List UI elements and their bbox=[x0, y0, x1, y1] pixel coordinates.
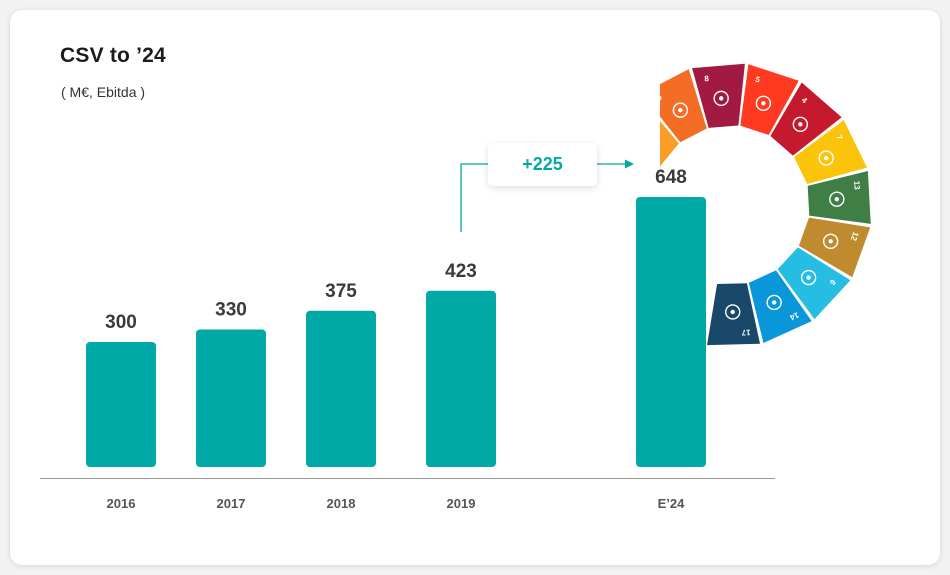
bar-2016 bbox=[86, 342, 156, 467]
sdg-tile: 12 bbox=[798, 217, 871, 278]
sdg-tile: 7 bbox=[794, 120, 868, 184]
sdg-number: 4 bbox=[800, 95, 810, 105]
sdg-number: 5 bbox=[754, 75, 762, 85]
x-tick-label: 2017 bbox=[217, 496, 246, 511]
infinity-icon bbox=[822, 233, 839, 249]
x-tick-label: 2018 bbox=[327, 496, 356, 511]
delta-annotation: +225 bbox=[488, 143, 597, 186]
delta-arrow-head bbox=[625, 159, 634, 169]
sdg-tile: 8 bbox=[692, 63, 745, 128]
sdg-tile: 4 bbox=[770, 82, 842, 156]
chart-title: CSV to ’24 bbox=[60, 44, 166, 67]
sdg-number: 17 bbox=[741, 328, 751, 337]
sdg-number: 13 bbox=[852, 181, 861, 191]
x-tick-label: E’24 bbox=[658, 496, 686, 511]
sdg-tile: 13 bbox=[807, 171, 871, 224]
sdg-number: 12 bbox=[849, 231, 861, 243]
water-drop-icon bbox=[800, 269, 817, 286]
gender-icon bbox=[755, 95, 772, 112]
sdg-tile: 17 bbox=[707, 283, 761, 346]
sdg-tile: 9 bbox=[660, 69, 707, 143]
sdg-tile: 5 bbox=[740, 64, 799, 135]
x-tick-label: 2019 bbox=[447, 496, 476, 511]
delta-label: +225 bbox=[522, 154, 563, 174]
sdg-number: 7 bbox=[834, 133, 844, 141]
sdg-tile: 11 bbox=[660, 120, 679, 167]
delta-connector bbox=[460, 163, 488, 232]
book-icon bbox=[792, 116, 809, 133]
bar-e24 bbox=[636, 197, 706, 467]
bar-value-label: 375 bbox=[325, 281, 357, 302]
sdg-number: 6 bbox=[827, 278, 837, 288]
sdg-number: 14 bbox=[788, 310, 800, 322]
fish-icon bbox=[766, 294, 782, 311]
sun-icon bbox=[818, 150, 834, 166]
chart-subtitle: ( M€, Ebitda ) bbox=[61, 84, 146, 100]
sdg-number: 8 bbox=[704, 74, 710, 83]
bar-2019 bbox=[426, 290, 496, 467]
sdg-wheel: 1198 5 4 7 13 12 6 14 17 bbox=[660, 63, 871, 346]
rings-icon bbox=[725, 304, 741, 320]
bar-value-label: 423 bbox=[445, 261, 477, 282]
bar-value-label: 648 bbox=[655, 167, 687, 188]
x-tick-label: 2016 bbox=[107, 496, 136, 511]
eye-globe-icon bbox=[829, 191, 845, 207]
bar-2017 bbox=[196, 329, 266, 467]
sdg-tile: 14 bbox=[748, 270, 812, 344]
bar-2018 bbox=[306, 310, 376, 467]
industry-icon bbox=[672, 102, 689, 118]
growth-chart-icon bbox=[713, 90, 729, 107]
bar-value-label: 300 bbox=[105, 312, 137, 333]
bar-value-label: 330 bbox=[215, 300, 247, 321]
sdg-tile: 6 bbox=[777, 247, 851, 320]
